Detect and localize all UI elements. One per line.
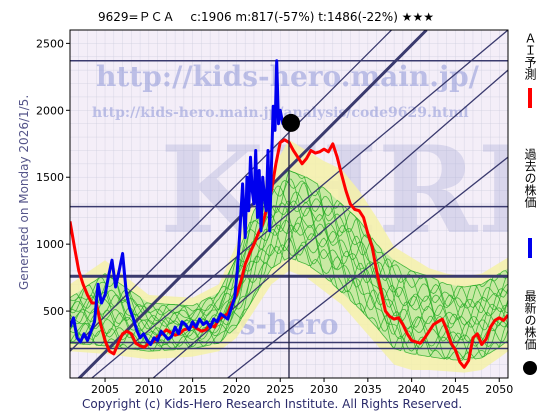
x-tick-label: 2030 — [310, 383, 338, 396]
latest-price-marker — [282, 113, 300, 132]
y-tick-label: 1000 — [36, 238, 64, 251]
x-tick-label: 2015 — [179, 383, 207, 396]
y-axis-ticks: 500 1000 1500 2000 2500 — [36, 37, 70, 318]
x-tick-label: 2005 — [91, 383, 119, 396]
x-tick-label: 2020 — [222, 383, 250, 396]
y-tick-label: 2000 — [36, 104, 64, 117]
x-tick-label: 2035 — [354, 383, 382, 396]
trend-line — [70, 30, 392, 352]
legend-swatch — [523, 361, 537, 375]
x-tick-label: 2040 — [398, 383, 426, 396]
legend-label: 過去の株価 — [523, 148, 537, 208]
y-tick-label: 1500 — [36, 171, 64, 184]
y-tick-label: 2500 — [36, 37, 64, 50]
legend-label: ＡＩ予測 — [523, 32, 537, 81]
x-tick-label: 2045 — [441, 383, 469, 396]
x-tick-label: 2010 — [135, 383, 163, 396]
copyright-footer: Copyright (c) Kids-Hero Research Institu… — [82, 397, 462, 411]
x-tick-label: 2050 — [485, 383, 513, 396]
past-price-line — [70, 59, 286, 346]
plot-frame — [69, 29, 509, 379]
trend-line — [91, 30, 508, 378]
watermark-url: http://kids-hero.main.jp/ — [96, 60, 480, 93]
trend-line — [227, 156, 508, 378]
generated-date-label: Generated on Monday 2026/1/5. — [17, 95, 31, 290]
x-axis-ticks: 2005 2010 2015 2020 2025 2030 2035 2040 2045 2050 — [91, 378, 513, 396]
y-tick-label: 500 — [43, 305, 64, 318]
chart-header: 9629=ＰＣＡ c:1906 m:817(-57%) t:1486(-22%)… — [98, 10, 434, 24]
legend-label: 最新の株価 — [523, 290, 537, 350]
x-tick-label: 2025 — [266, 383, 294, 396]
latest-price-dot — [282, 113, 300, 132]
